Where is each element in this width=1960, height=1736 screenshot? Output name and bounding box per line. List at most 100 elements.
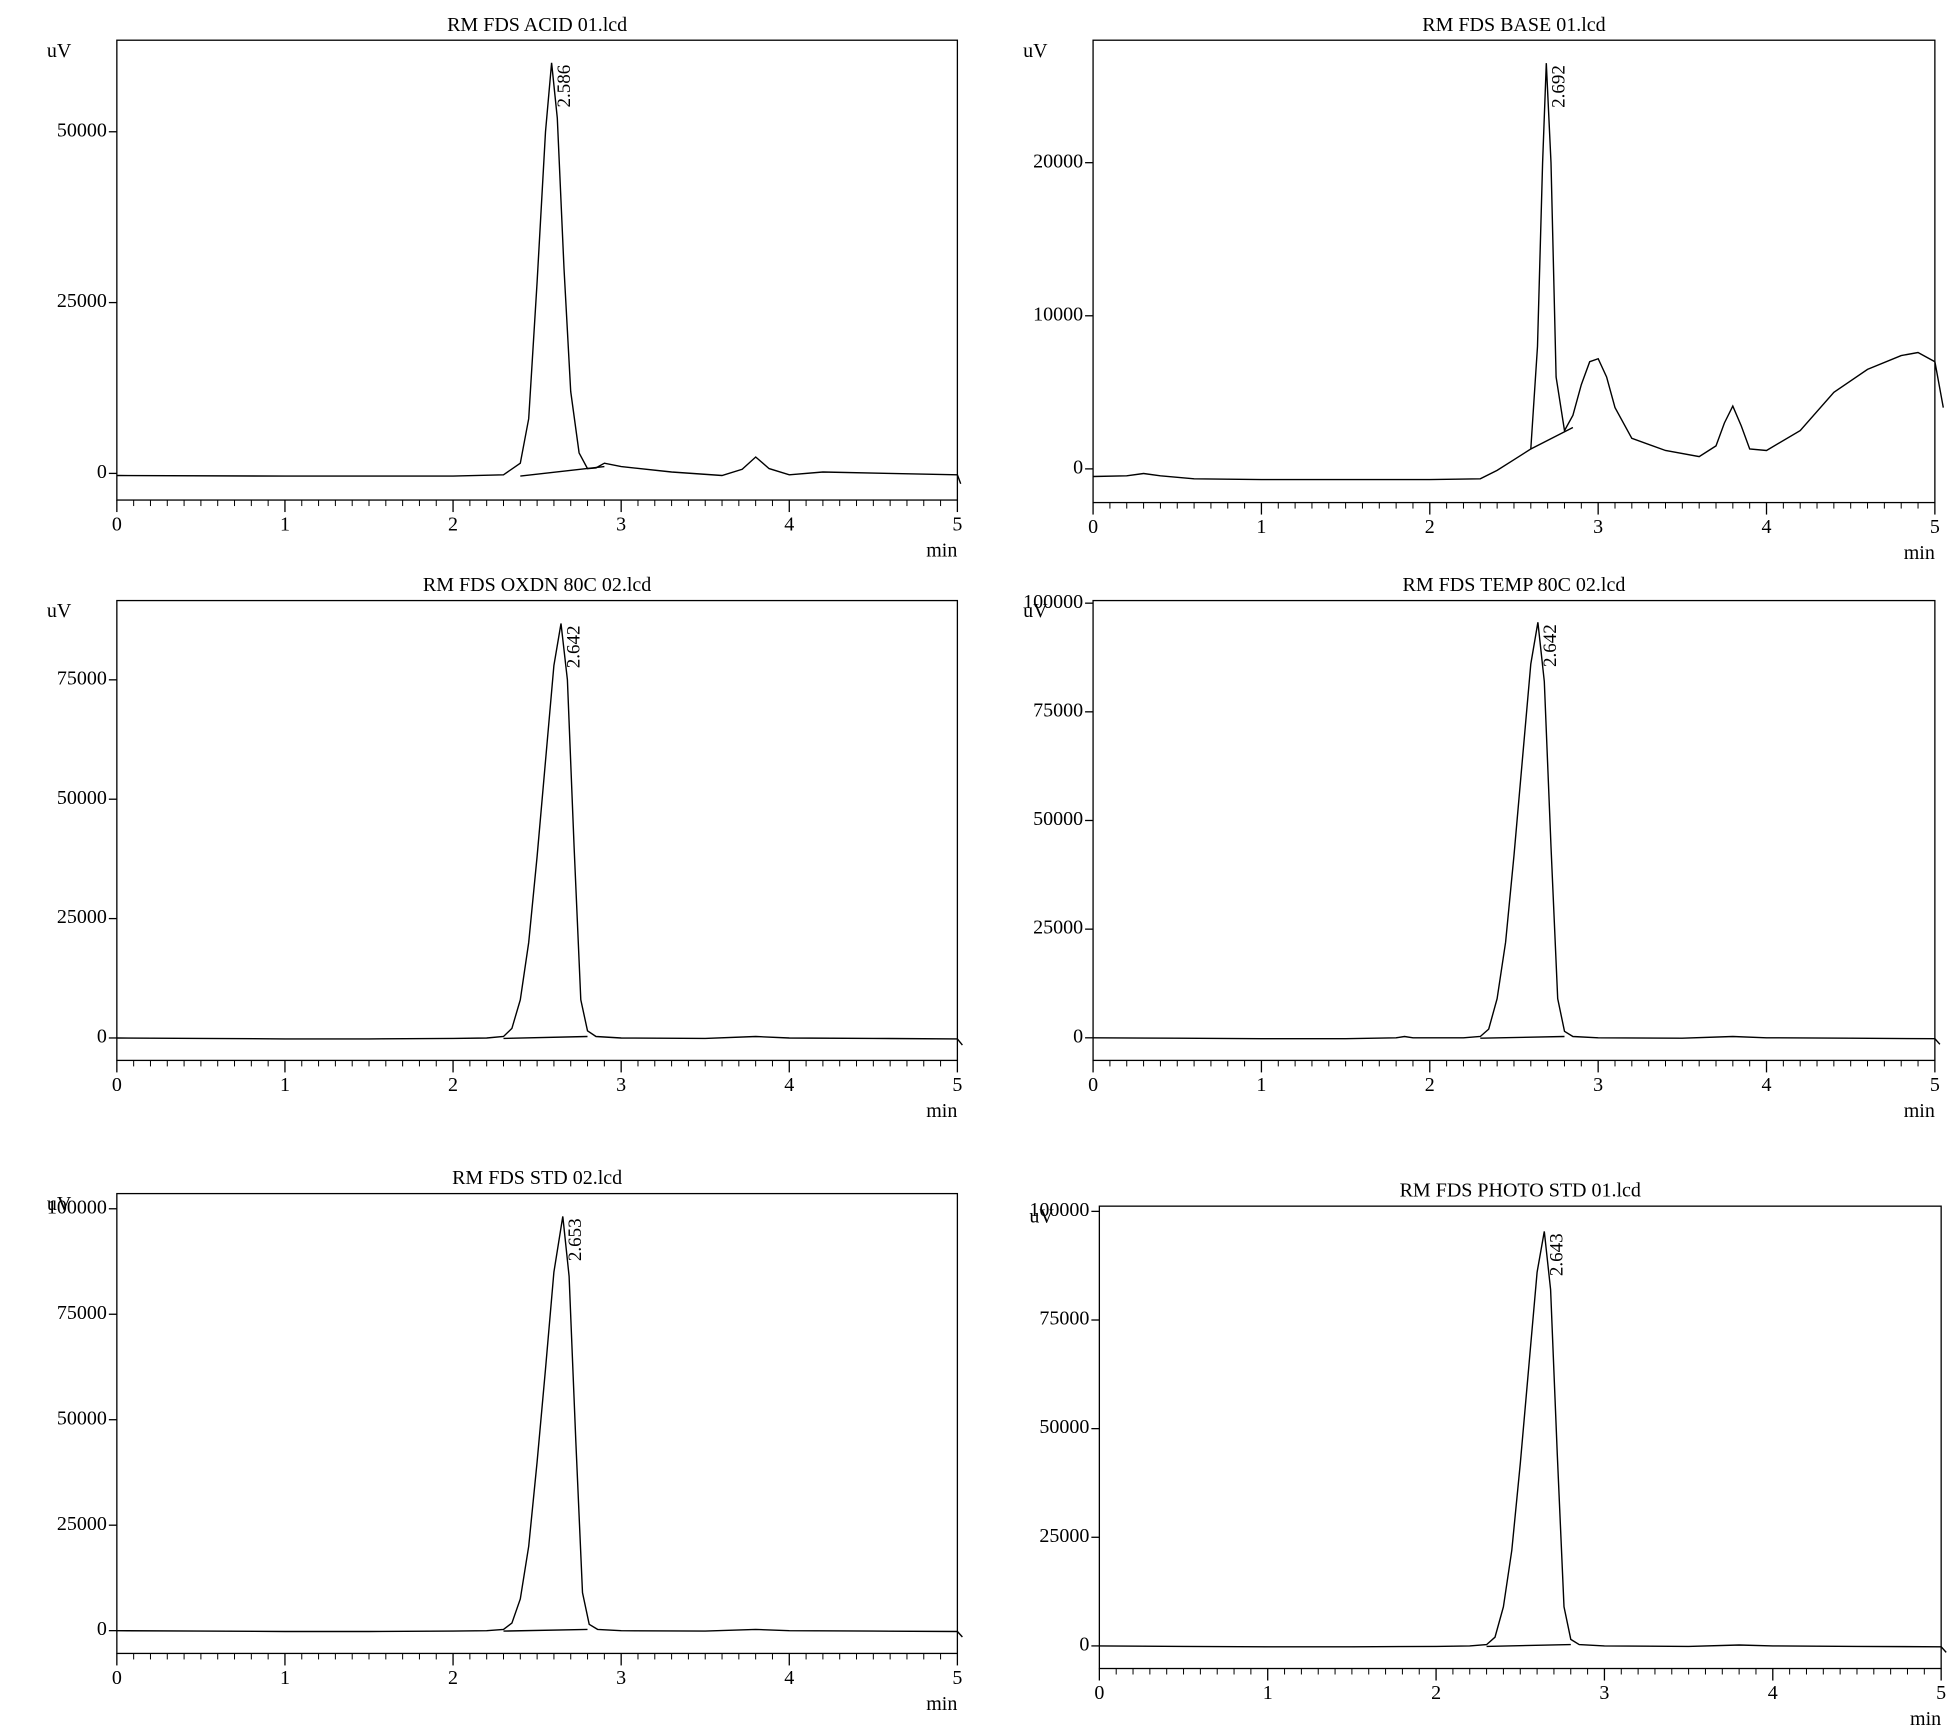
chart-title: RM FDS PHOTO STD 01.lcd — [1400, 1180, 1641, 1202]
integration-baseline — [1480, 1035, 1565, 1039]
y-tick-label: 10000 — [1033, 303, 1083, 325]
x-tick-label: 4 — [1768, 1682, 1778, 1704]
x-tick-label: 3 — [1593, 1074, 1603, 1096]
peak-label: 2.642 — [563, 625, 584, 668]
chart-title: RM FDS OXDN 80C 02.lcd — [423, 574, 651, 596]
x-tick-label: 1 — [280, 514, 290, 536]
x-tick-label: 4 — [784, 1074, 794, 1096]
x-tick-label: 4 — [784, 1667, 794, 1689]
peak-label: 2.643 — [1547, 1233, 1568, 1276]
x-tick-label: 5 — [1930, 516, 1940, 538]
x-axis-label: min — [1904, 542, 1935, 564]
integration-baseline — [1530, 426, 1574, 450]
x-axis-label: min — [926, 540, 957, 562]
x-axis-label: min — [1910, 1708, 1941, 1730]
x-tick-label: 1 — [280, 1667, 290, 1689]
y-tick-label: 0 — [1073, 1025, 1083, 1047]
integration-baseline — [520, 465, 605, 477]
y-tick-label: 100000 — [1029, 1199, 1089, 1221]
y-tick-label: 25000 — [57, 290, 107, 312]
x-axis-label: min — [1904, 1100, 1935, 1122]
chromatogram-line — [116, 62, 962, 484]
y-tick-label: 25000 — [1033, 917, 1083, 939]
y-axis-label: uV — [47, 40, 72, 62]
x-tick-label: 2 — [1425, 516, 1435, 538]
x-tick-label: 2 — [448, 1667, 458, 1689]
plot-frame — [1092, 39, 1936, 504]
x-tick-label: 0 — [112, 1074, 122, 1096]
plot-frame — [1092, 599, 1936, 1062]
y-tick-label: 75000 — [1039, 1308, 1089, 1330]
y-tick-label: 50000 — [57, 1407, 107, 1429]
y-tick-label: 100000 — [47, 1196, 107, 1218]
y-tick-label: 50000 — [1033, 808, 1083, 830]
x-tick-label: 4 — [784, 514, 794, 536]
x-tick-label: 0 — [112, 514, 122, 536]
y-axis-label: uV — [47, 600, 72, 622]
y-tick-label: 50000 — [57, 787, 107, 809]
y-tick-label: 25000 — [1039, 1525, 1089, 1547]
chromatogram-line — [116, 1216, 963, 1638]
integration-baseline — [503, 1035, 588, 1040]
x-tick-label: 5 — [952, 1667, 962, 1689]
x-tick-label: 5 — [952, 1074, 962, 1096]
x-tick-label: 0 — [1088, 1074, 1098, 1096]
plot-frame — [116, 1192, 959, 1655]
x-tick-label: 3 — [1599, 1682, 1609, 1704]
x-tick-label: 2 — [1425, 1074, 1435, 1096]
x-tick-label: 3 — [616, 1667, 626, 1689]
chromatogram-line — [116, 623, 963, 1046]
peak-label: 2.653 — [565, 1218, 586, 1261]
y-tick-label: 25000 — [57, 906, 107, 928]
x-tick-label: 3 — [616, 514, 626, 536]
peak-label: 2.642 — [1540, 624, 1561, 667]
y-axis-label: uV — [47, 1193, 72, 1215]
chromatogram-line — [1093, 63, 1944, 481]
x-tick-label: 4 — [1762, 1074, 1772, 1096]
chart-title: RM FDS STD 02.lcd — [452, 1167, 622, 1189]
x-tick-label: 1 — [280, 1074, 290, 1096]
y-tick-label: 20000 — [1033, 150, 1083, 172]
x-tick-label: 1 — [1256, 1074, 1266, 1096]
chart-title: RM FDS TEMP 80C 02.lcd — [1403, 574, 1626, 596]
y-tick-label: 0 — [1073, 456, 1083, 478]
y-tick-label: 75000 — [1033, 699, 1083, 721]
plot-frame — [1098, 1205, 1942, 1670]
integration-baseline — [1486, 1643, 1571, 1648]
x-tick-label: 2 — [448, 514, 458, 536]
chart-title: RM FDS ACID 01.lcd — [447, 14, 627, 36]
y-axis-label: uV — [1029, 1206, 1054, 1228]
chromatogram-line — [1099, 1231, 1947, 1653]
x-tick-label: 2 — [1431, 1682, 1441, 1704]
y-tick-label: 75000 — [57, 667, 107, 689]
x-tick-label: 5 — [1936, 1682, 1946, 1704]
y-tick-label: 25000 — [57, 1513, 107, 1535]
x-tick-label: 0 — [1088, 516, 1098, 538]
x-tick-label: 5 — [952, 514, 962, 536]
y-tick-label: 50000 — [1039, 1416, 1089, 1438]
chromatogram-line — [1093, 622, 1941, 1045]
y-tick-label: 50000 — [57, 119, 107, 141]
x-tick-label: 4 — [1762, 516, 1772, 538]
x-tick-label: 3 — [1593, 516, 1603, 538]
y-tick-label: 100000 — [1023, 591, 1083, 613]
x-tick-label: 3 — [616, 1074, 626, 1096]
integration-baseline — [503, 1628, 588, 1632]
peak-label: 2.692 — [1549, 65, 1570, 108]
y-tick-label: 75000 — [57, 1302, 107, 1324]
x-tick-label: 0 — [1094, 1682, 1104, 1704]
x-tick-label: 0 — [112, 1667, 122, 1689]
x-axis-label: min — [926, 1100, 957, 1122]
x-tick-label: 2 — [448, 1074, 458, 1096]
y-tick-label: 0 — [97, 461, 107, 483]
y-tick-label: 0 — [97, 1618, 107, 1640]
x-tick-label: 5 — [1930, 1074, 1940, 1096]
x-tick-label: 1 — [1263, 1682, 1273, 1704]
y-tick-label: 0 — [1079, 1634, 1089, 1656]
y-tick-label: 0 — [97, 1026, 107, 1048]
peak-label: 2.586 — [554, 65, 575, 108]
chart-title: RM FDS BASE 01.lcd — [1422, 14, 1605, 36]
x-tick-label: 1 — [1256, 516, 1266, 538]
plot-frame — [116, 599, 959, 1062]
